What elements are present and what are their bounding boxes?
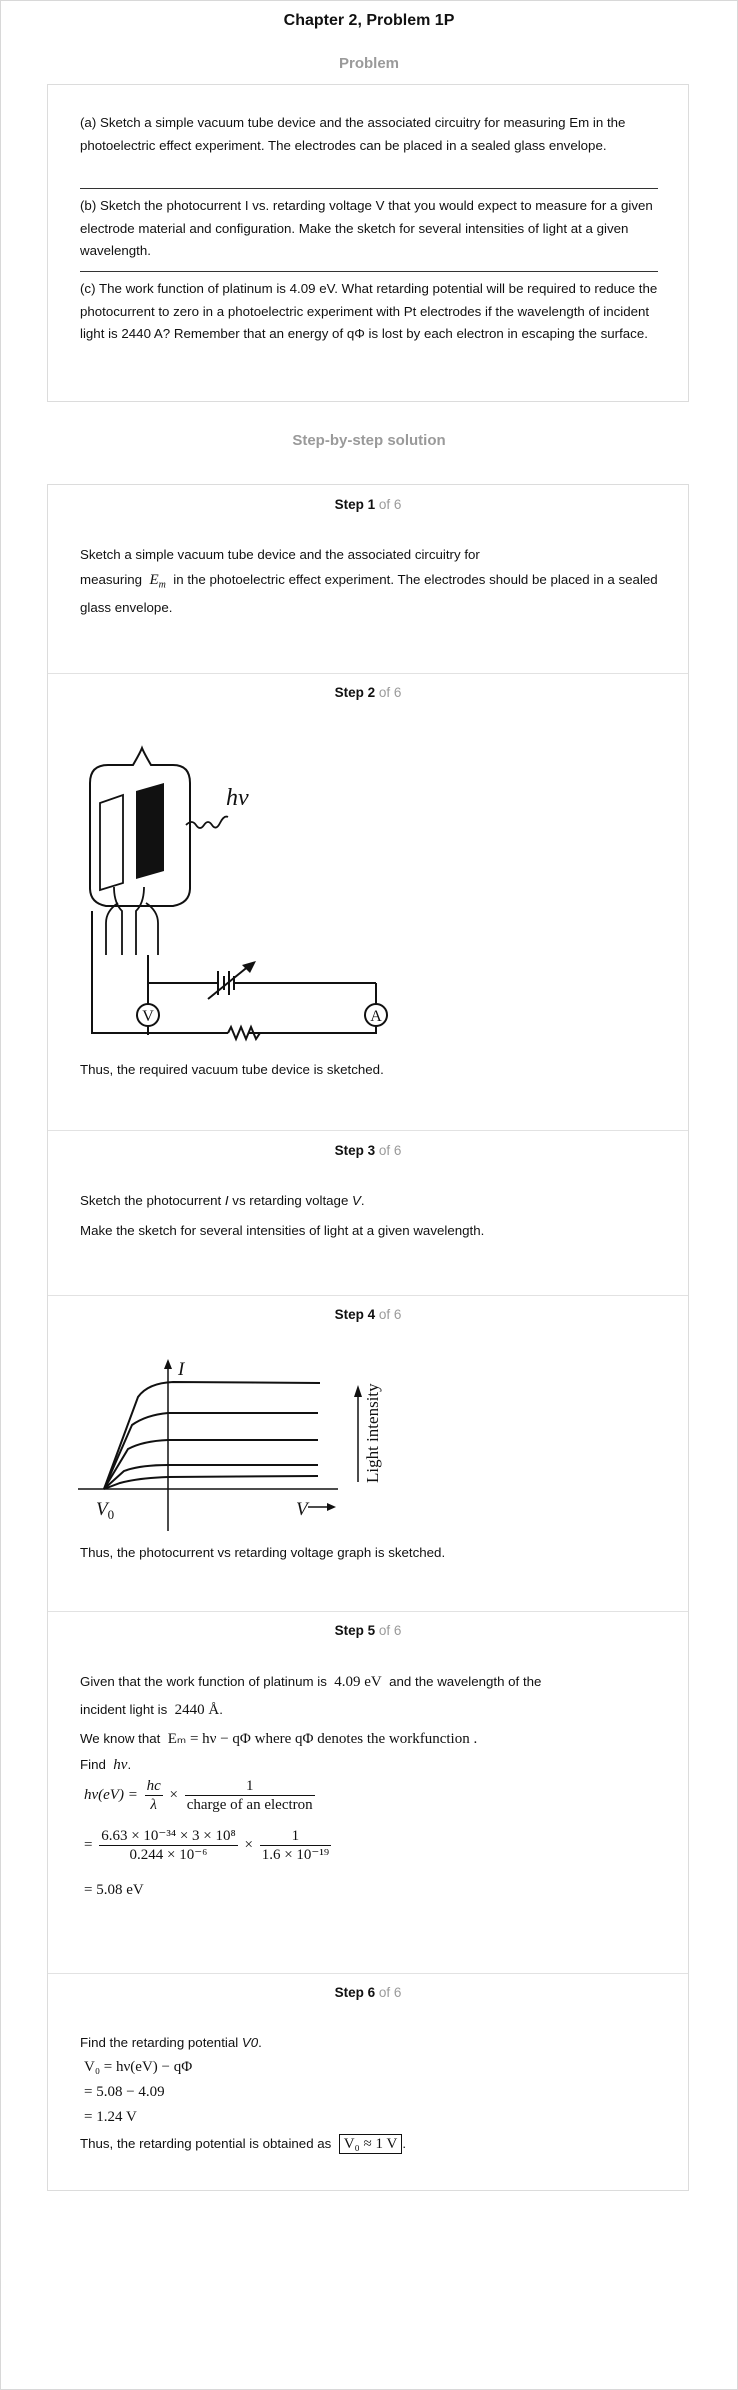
step-6-equation-1: V₀ = hν(eV) − qΦ <box>84 2059 193 2075</box>
step-6-equation-3: = 1.24 V <box>84 2109 137 2125</box>
ammeter-label: A <box>370 1008 382 1025</box>
step-5-equation-2: = 6.63 × 10⁻³⁴ × 3 × 10⁸ 0.244 × 10⁻⁶ × 1… <box>84 1828 332 1863</box>
ammeter <box>364 1003 388 1027</box>
step-2-heading: Step 2 of 6 <box>334 685 402 700</box>
photon-wave <box>185 815 229 829</box>
y-axis-label: I <box>177 1359 186 1380</box>
step-2-conclusion: Thus, the required vacuum tube device is… <box>80 1062 384 1077</box>
step-6-conclusion: Thus, the retarding potential is obtaine… <box>80 2134 407 2154</box>
step-divider <box>48 1973 688 1974</box>
variable-battery <box>207 964 251 1000</box>
vacuum-tube-circuit-diagram: V A hν <box>89 745 388 1042</box>
chapter-title: Chapter 2, Problem 1P <box>283 12 455 29</box>
step-divider <box>48 1611 688 1612</box>
step-4-conclusion: Thus, the photocurrent vs retarding volt… <box>80 1545 446 1560</box>
problem-heading: Problem <box>338 55 399 72</box>
curve-5 <box>103 1475 319 1490</box>
anode-plate <box>99 793 124 892</box>
step-6-heading: Step 6 of 6 <box>334 1985 402 2000</box>
curve-3 <box>103 1439 318 1490</box>
step-6-find: Find the retarding potential V0. <box>80 2035 262 2050</box>
curve-4 <box>103 1464 318 1490</box>
intensity-label: Light intensity <box>363 1383 382 1483</box>
step-1-heading: Step 1 of 6 <box>334 497 402 512</box>
voltmeter-label: V <box>142 1008 154 1025</box>
step-4-heading: Step 4 of 6 <box>334 1307 402 1322</box>
v0-label: V0 <box>96 1499 114 1522</box>
solution-heading: Step-by-step solution <box>292 432 446 449</box>
resistor <box>227 1024 268 1042</box>
problem-part-a: (a) Sketch a simple vacuum tube device a… <box>80 115 626 153</box>
step-1-text: Sketch a simple vacuum tube device and t… <box>80 547 658 615</box>
photocurrent-graph: Light intensity I V V0 <box>78 1359 382 1531</box>
cathode-plate <box>136 783 164 879</box>
glass-envelope <box>89 745 191 907</box>
step-5-equation-1: hν(eV) = hc λ × 1 charge of an electron <box>84 1778 315 1813</box>
step-divider <box>48 673 688 674</box>
step-5-find: Find hν. <box>80 1757 132 1773</box>
step-divider <box>48 1130 688 1131</box>
step-5-equation-3: = 5.08 eV <box>84 1882 144 1898</box>
step-5-know: We know that Eₘ = hν − qΦ where qΦ denot… <box>80 1731 478 1747</box>
step-3-text: Sketch the photocurrent I vs retarding v… <box>80 1193 485 1238</box>
problem-box: (a) Sketch a simple vacuum tube device a… <box>47 84 689 402</box>
hv-label: hν <box>226 785 249 811</box>
step-5-heading: Step 5 of 6 <box>334 1623 402 1638</box>
step-3-heading: Step 3 of 6 <box>334 1143 402 1158</box>
curve-1 <box>103 1380 321 1490</box>
divider <box>80 188 658 189</box>
problem-part-b: (b) Sketch the photocurrent I vs. retard… <box>80 198 653 258</box>
divider <box>80 271 658 272</box>
step-6-equation-2: = 5.08 − 4.09 <box>84 2084 165 2100</box>
step-divider <box>48 1295 688 1296</box>
problem-part-c: (c) The work function of platinum is 4.0… <box>80 281 658 341</box>
curve-2 <box>103 1412 318 1490</box>
answer-box: V₀ ≈ 1 V <box>338 2134 403 2154</box>
x-axis-label: V <box>296 1499 310 1520</box>
step-5-given: Given that the work function of platinum… <box>80 1674 542 1690</box>
voltmeter <box>136 1003 160 1027</box>
solution-box: Step 1 of 6 Sketch a simple vacuum tube … <box>47 484 689 2191</box>
step-5-incident: incident light is 2440 Å. <box>80 1702 223 1718</box>
photocurrent-curves <box>103 1380 321 1490</box>
